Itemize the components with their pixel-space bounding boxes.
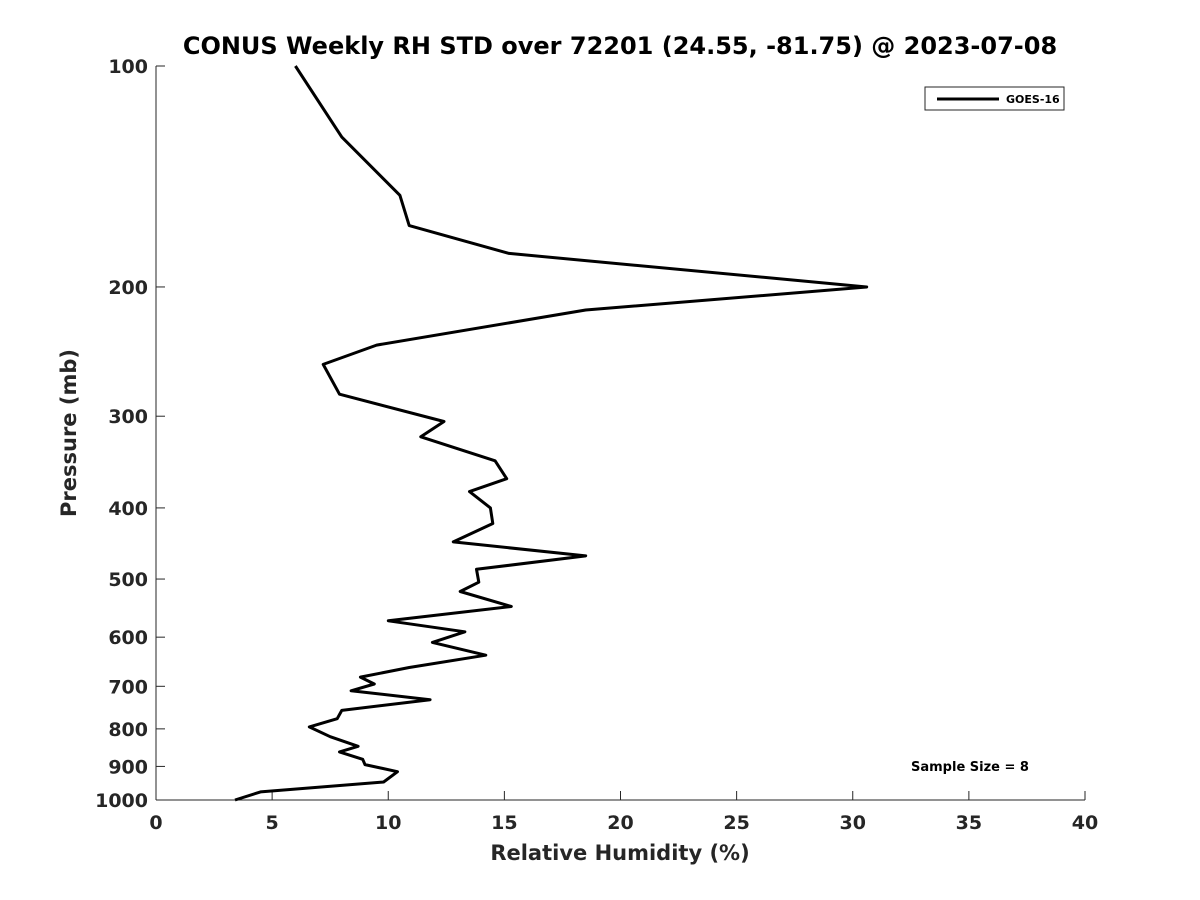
- plot-axes: [155, 66, 1085, 801]
- x-tick-label: 10: [375, 812, 401, 834]
- y-axis-label: Pressure (mb): [57, 349, 81, 517]
- x-tick-label: 30: [840, 812, 866, 834]
- y-tick-label: 900: [108, 756, 148, 778]
- y-tick-label: 100: [108, 56, 148, 78]
- y-tick-label: 400: [108, 498, 148, 520]
- x-ticks: 0 5 10 15 20 25 30 35 40: [149, 791, 1098, 834]
- x-tick-label: 0: [149, 812, 162, 834]
- x-tick-label: 20: [607, 812, 633, 834]
- y-ticks: 100 200 300 400 500 600 700 800 900 1000: [95, 56, 165, 812]
- legend: GOES-16: [924, 86, 1065, 111]
- y-tick-label: 300: [108, 406, 148, 428]
- x-tick-label: 25: [723, 812, 749, 834]
- x-tick-label: 40: [1072, 812, 1098, 834]
- y-tick-label: 1000: [95, 790, 148, 812]
- y-tick-label: 200: [108, 277, 148, 299]
- chart-title: CONUS Weekly RH STD over 72201 (24.55, -…: [183, 32, 1057, 60]
- series-line-goes-16: [234, 65, 869, 802]
- y-tick-label: 800: [108, 719, 148, 741]
- series-group: [234, 65, 869, 802]
- y-tick-label: 500: [108, 569, 148, 591]
- sample-size-annotation: Sample Size = 8: [911, 760, 1029, 775]
- legend-entry-goes-16: GOES-16: [1006, 93, 1060, 106]
- x-tick-label: 15: [491, 812, 517, 834]
- y-tick-label: 700: [108, 676, 148, 698]
- x-axis-label: Relative Humidity (%): [490, 841, 749, 865]
- x-tick-label: 5: [266, 812, 279, 834]
- x-tick-label: 35: [956, 812, 982, 834]
- y-tick-label: 600: [108, 627, 148, 649]
